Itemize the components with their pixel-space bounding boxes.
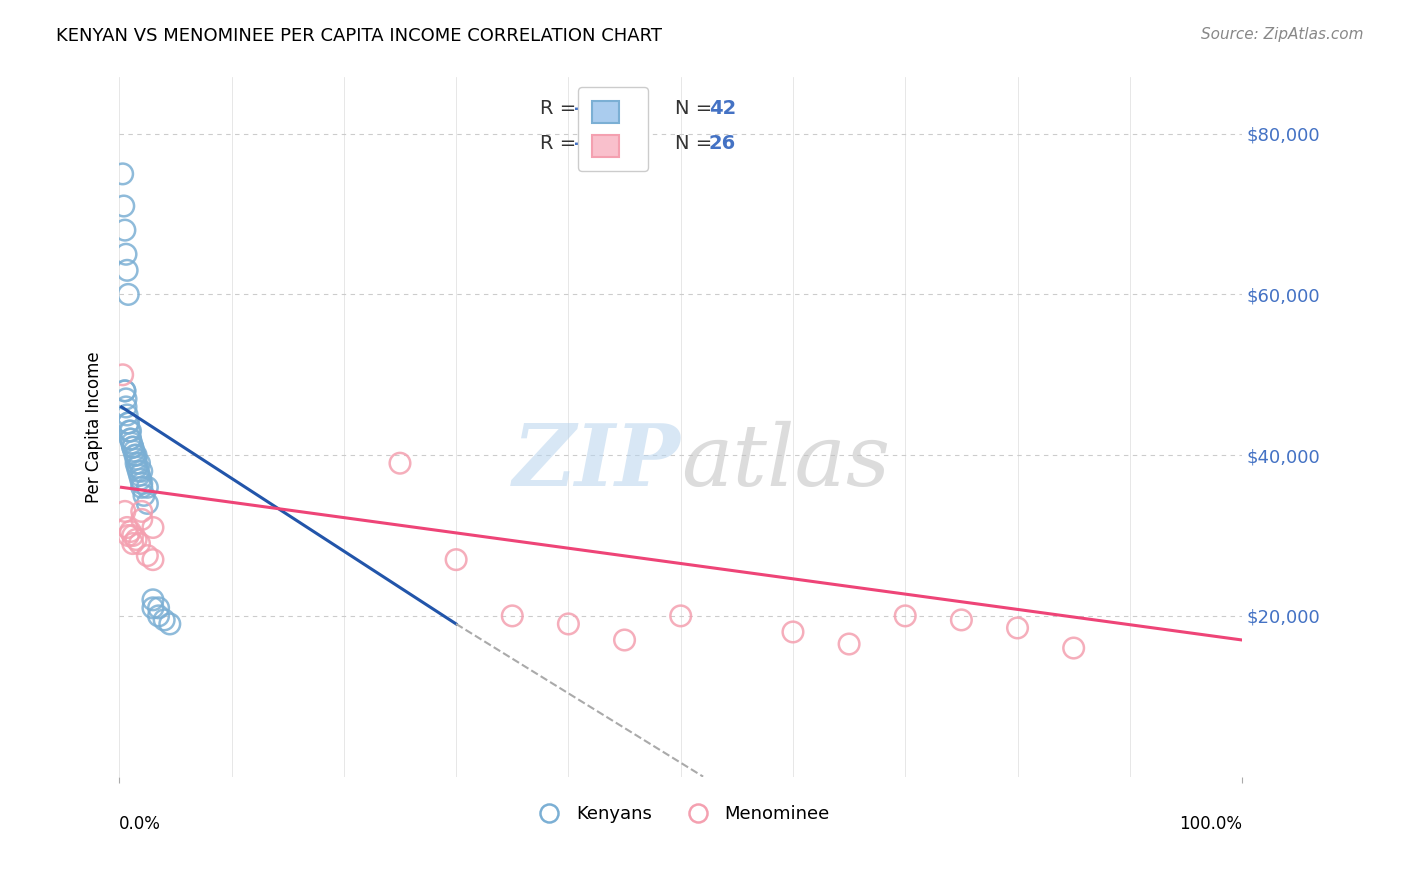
Point: [121, 528, 143, 542]
Point: [131, 476, 153, 491]
Text: -0.620: -0.620: [574, 135, 644, 153]
Point: [127, 460, 149, 475]
Point: [148, 608, 170, 623]
Point: [114, 504, 136, 518]
Point: [142, 520, 165, 534]
Point: [501, 608, 523, 623]
Point: [136, 496, 159, 510]
Point: [114, 223, 136, 237]
Point: [121, 440, 143, 454]
Text: N =: N =: [675, 135, 718, 153]
Point: [142, 600, 165, 615]
Point: [118, 424, 141, 438]
Text: -0.419: -0.419: [574, 99, 644, 119]
Text: 42: 42: [709, 99, 735, 119]
Point: [122, 444, 145, 458]
Point: [128, 456, 150, 470]
Point: [115, 408, 138, 422]
Text: R =: R =: [540, 135, 583, 153]
Point: [613, 632, 636, 647]
Point: [125, 448, 148, 462]
Point: [894, 608, 917, 623]
Point: [131, 464, 153, 478]
Point: [132, 488, 155, 502]
Point: [1063, 641, 1085, 656]
Point: [121, 536, 143, 550]
Point: [115, 400, 138, 414]
Point: [1007, 621, 1029, 635]
Point: [131, 512, 153, 526]
Point: [838, 637, 860, 651]
Point: [142, 552, 165, 566]
Point: [115, 247, 138, 261]
Point: [136, 549, 159, 563]
Point: [131, 480, 153, 494]
Text: 0.0%: 0.0%: [120, 815, 162, 833]
Point: [115, 263, 138, 277]
Point: [557, 616, 579, 631]
Text: KENYAN VS MENOMINEE PER CAPITA INCOME CORRELATION CHART: KENYAN VS MENOMINEE PER CAPITA INCOME CO…: [56, 27, 662, 45]
Point: [142, 592, 165, 607]
Point: [120, 524, 142, 539]
Point: [117, 287, 139, 301]
Point: [125, 533, 148, 547]
Point: [114, 384, 136, 398]
Point: [112, 199, 135, 213]
Point: [114, 384, 136, 398]
Text: N =: N =: [675, 99, 718, 119]
Point: [153, 613, 176, 627]
Point: [121, 440, 143, 454]
Point: [111, 368, 134, 382]
Point: [125, 456, 148, 470]
Point: [117, 528, 139, 542]
Point: [128, 468, 150, 483]
Legend: Kenyans, Menominee: Kenyans, Menominee: [524, 798, 837, 830]
Text: atlas: atlas: [681, 421, 890, 503]
Point: [669, 608, 692, 623]
Point: [128, 536, 150, 550]
Point: [120, 432, 142, 446]
Point: [148, 600, 170, 615]
Point: [115, 392, 138, 406]
Text: 100.0%: 100.0%: [1180, 815, 1241, 833]
Point: [131, 504, 153, 518]
Point: [129, 472, 152, 486]
Point: [121, 436, 143, 450]
Point: [115, 520, 138, 534]
Point: [117, 416, 139, 430]
Point: [444, 552, 467, 566]
Point: [111, 167, 134, 181]
Text: Source: ZipAtlas.com: Source: ZipAtlas.com: [1201, 27, 1364, 42]
Point: [159, 616, 181, 631]
Point: [782, 624, 804, 639]
Point: [388, 456, 411, 470]
Text: ZIP: ZIP: [513, 420, 681, 504]
Y-axis label: Per Capita Income: Per Capita Income: [86, 351, 103, 503]
Text: R =: R =: [540, 99, 583, 119]
Point: [125, 452, 148, 467]
Point: [950, 613, 973, 627]
Point: [127, 464, 149, 478]
Point: [120, 432, 142, 446]
Text: 26: 26: [709, 135, 735, 153]
Point: [124, 448, 146, 462]
Point: [136, 480, 159, 494]
Point: [120, 424, 142, 438]
Point: [117, 416, 139, 430]
